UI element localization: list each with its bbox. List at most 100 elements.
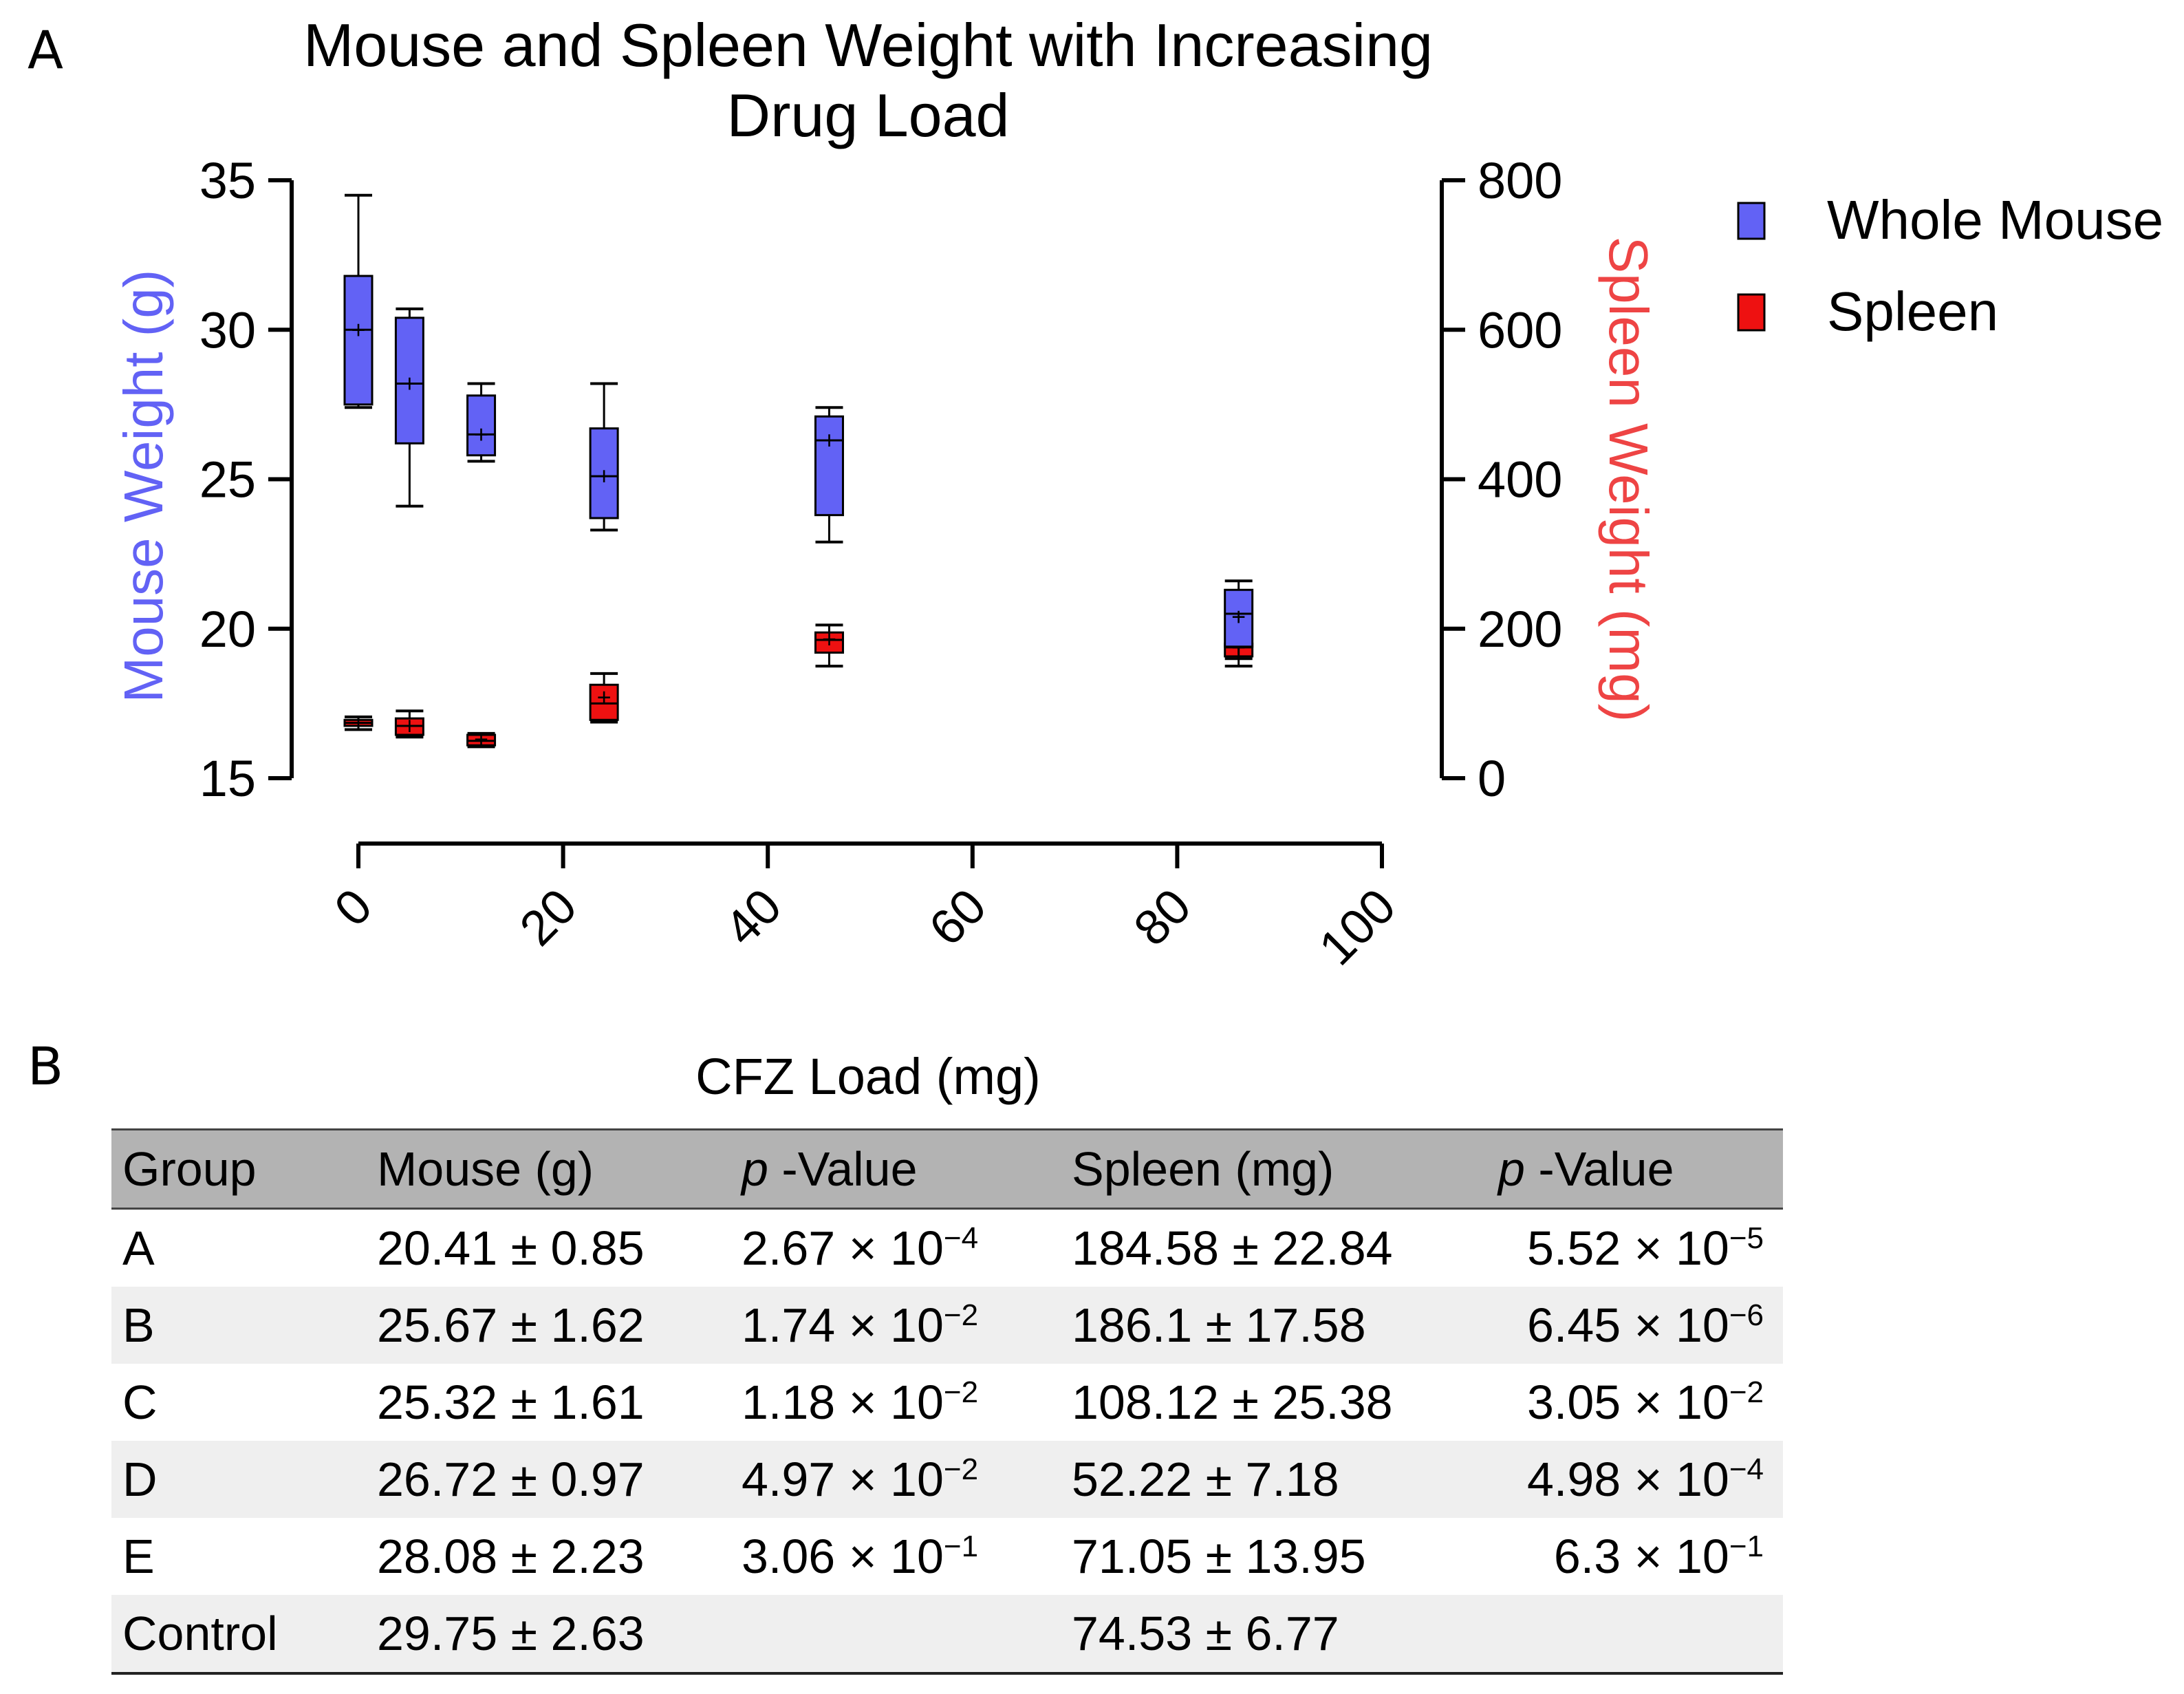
spleen-mean-marker: + — [474, 725, 488, 753]
spleen-mean-marker: + — [597, 683, 612, 711]
spleen-mean-marker: + — [822, 625, 836, 653]
cell-spleen: 184.58 ± 22.84 — [1072, 1221, 1393, 1275]
cell-group: B — [122, 1298, 155, 1352]
results-table: Group Mouse (g) p -Value Spleen (mg) p -… — [111, 1128, 1783, 1675]
p-value-exponent: −5 — [1729, 1221, 1764, 1255]
header-mouse: Mouse (g) — [377, 1142, 594, 1196]
p-value-base: 5.52 × 10 — [1526, 1221, 1729, 1275]
p-value-base: 3.05 × 10 — [1526, 1375, 1729, 1429]
p-value-base: 1.74 × 10 — [742, 1298, 944, 1352]
table-row: D 26.72 ± 0.97 4.97 × 10−2 52.22 ± 7.18 4.98… — [111, 1441, 1783, 1518]
cell-p-value-mouse: 4.97 × 10−2 — [731, 1441, 1061, 1518]
mouse-box — [814, 415, 844, 517]
p-value-exponent: −6 — [1729, 1298, 1764, 1332]
p-value-exponent: −2 — [943, 1452, 979, 1486]
chart-title-line: Drug Load — [727, 81, 1010, 149]
cell-spleen: 186.1 ± 17.58 — [1072, 1298, 1366, 1352]
y-tick-label-left: 25 — [199, 451, 256, 508]
chart-title-line: Mouse and Spleen Weight with Increasing — [303, 11, 1433, 79]
mouse-box — [589, 427, 619, 519]
table-row: E 28.08 ± 2.23 3.06 × 10−1 71.05 ± 13.95 6.3… — [111, 1518, 1783, 1595]
cell-p-value-spleen: 4.98 × 10−4 — [1487, 1441, 1783, 1518]
mouse-mean-marker: + — [1231, 602, 1246, 630]
header-spleen: Spleen (mg) — [1072, 1142, 1334, 1196]
x-tick-label: 100 — [1309, 879, 1407, 976]
x-tick-label: 0 — [324, 879, 382, 937]
cell-mouse: 20.41 ± 0.85 — [377, 1221, 645, 1275]
spleen-box — [814, 631, 844, 654]
p-value-base: 4.97 × 10 — [742, 1452, 944, 1506]
cell-spleen: 52.22 ± 7.18 — [1072, 1452, 1339, 1506]
cell-group: A — [122, 1221, 155, 1275]
table-body: A 20.41 ± 0.85 2.67 × 10−4 184.58 ± 22.84 5.… — [111, 1209, 1783, 1673]
legend-swatch — [1737, 202, 1766, 240]
y-tick-label-left: 20 — [199, 601, 256, 658]
results-table-container: Group Mouse (g) p -Value Spleen (mg) p -… — [111, 1128, 1783, 1675]
p-value-base: 3.06 × 10 — [742, 1530, 944, 1583]
cell-p-value-mouse: 2.67 × 10−4 — [731, 1209, 1061, 1287]
p-value-exponent: −4 — [1729, 1452, 1764, 1486]
y-tick-label-right: 400 — [1478, 451, 1562, 508]
cell-mouse: 25.32 ± 1.61 — [377, 1375, 645, 1429]
mouse-mean-marker: + — [822, 426, 836, 454]
legend-label: Spleen — [1827, 281, 1998, 342]
header-p-label: -Value — [1538, 1142, 1674, 1196]
box-plot-chart: Mouse and Spleen Weight with IncreasingD… — [113, 11, 2163, 1105]
cell-group: C — [122, 1375, 158, 1429]
p-value-base: 1.18 × 10 — [742, 1375, 944, 1429]
x-tick-label: 40 — [714, 879, 792, 956]
cell-p-value-mouse: 1.74 × 10−2 — [731, 1287, 1061, 1364]
y-tick-label-right: 0 — [1478, 750, 1506, 807]
mouse-mean-marker: + — [474, 420, 488, 448]
y-tick-label-right: 800 — [1478, 152, 1562, 209]
header-p-label: -Value — [781, 1142, 918, 1196]
p-value-exponent: −2 — [943, 1298, 979, 1332]
p-value-base: 2.67 × 10 — [742, 1221, 944, 1275]
header-group: Group — [122, 1142, 257, 1196]
table-row: A 20.41 ± 0.85 2.67 × 10−4 184.58 ± 22.84 5.… — [111, 1209, 1783, 1287]
x-tick-label: 60 — [919, 879, 997, 956]
mouse-box — [394, 317, 424, 444]
cell-group: D — [122, 1452, 158, 1506]
cell-p-value-spleen: 5.52 × 10−5 — [1487, 1209, 1783, 1287]
panel-label-b: B — [28, 1036, 64, 1097]
cell-group: E — [122, 1530, 155, 1583]
cell-spleen: 71.05 ± 13.95 — [1072, 1530, 1366, 1583]
cell-p-value-spleen: 3.05 × 10−2 — [1487, 1364, 1783, 1441]
y-tick-label-right: 200 — [1478, 601, 1562, 658]
mouse-mean-marker: + — [402, 369, 417, 397]
cell-p-value-mouse: 1.18 × 10−2 — [731, 1364, 1061, 1441]
cell-group: Control — [122, 1607, 278, 1660]
panel-label-a: A — [28, 19, 63, 81]
y-tick-label-left: 30 — [199, 301, 256, 358]
y-tick-label-left: 15 — [199, 750, 256, 807]
cell-mouse: 29.75 ± 2.63 — [377, 1607, 645, 1660]
legend-swatch — [1737, 293, 1766, 332]
mouse-box — [343, 275, 374, 406]
spleen-mean-marker: + — [351, 709, 365, 737]
spleen-mean-marker: + — [402, 711, 417, 740]
cell-p-value-mouse: 3.06 × 10−1 — [731, 1518, 1061, 1595]
cell-mouse: 25.67 ± 1.62 — [377, 1298, 645, 1352]
table-row: C 25.32 ± 1.61 1.18 × 10−2 108.12 ± 25.38 3.… — [111, 1364, 1783, 1441]
legend-label: Whole Mouse — [1827, 189, 2163, 250]
p-value-exponent: −2 — [1729, 1375, 1764, 1409]
mouse-mean-marker: + — [597, 462, 612, 490]
table-row: B 25.67 ± 1.62 1.74 × 10−2 186.1 ± 17.58 6.4… — [111, 1287, 1783, 1364]
p-value-exponent: −1 — [943, 1530, 979, 1563]
p-value-exponent: −2 — [943, 1375, 979, 1409]
header-p-italic: p — [1498, 1142, 1525, 1196]
mouse-box — [466, 394, 497, 457]
x-axis-title: CFZ Load (mg) — [695, 1048, 1041, 1105]
y-tick-label-left: 35 — [199, 152, 256, 209]
header-p-value-mouse: p -Value — [731, 1130, 1061, 1209]
cell-p-value-spleen — [1487, 1595, 1783, 1673]
header-p-value-spleen: p -Value — [1487, 1130, 1783, 1209]
x-tick-label: 80 — [1124, 879, 1202, 956]
cell-mouse: 28.08 ± 2.23 — [377, 1530, 645, 1583]
p-value-base: 6.3 × 10 — [1553, 1530, 1729, 1583]
cell-spleen: 108.12 ± 25.38 — [1072, 1375, 1393, 1429]
p-value-base: 4.98 × 10 — [1526, 1452, 1729, 1506]
spleen-box — [589, 683, 619, 721]
y-tick-label-right: 600 — [1478, 301, 1562, 358]
